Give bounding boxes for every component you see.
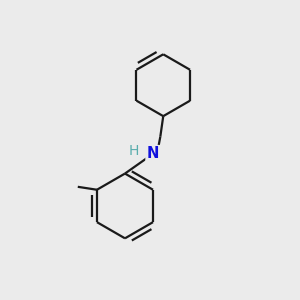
Text: H: H (129, 145, 139, 158)
Text: N: N (147, 146, 159, 161)
